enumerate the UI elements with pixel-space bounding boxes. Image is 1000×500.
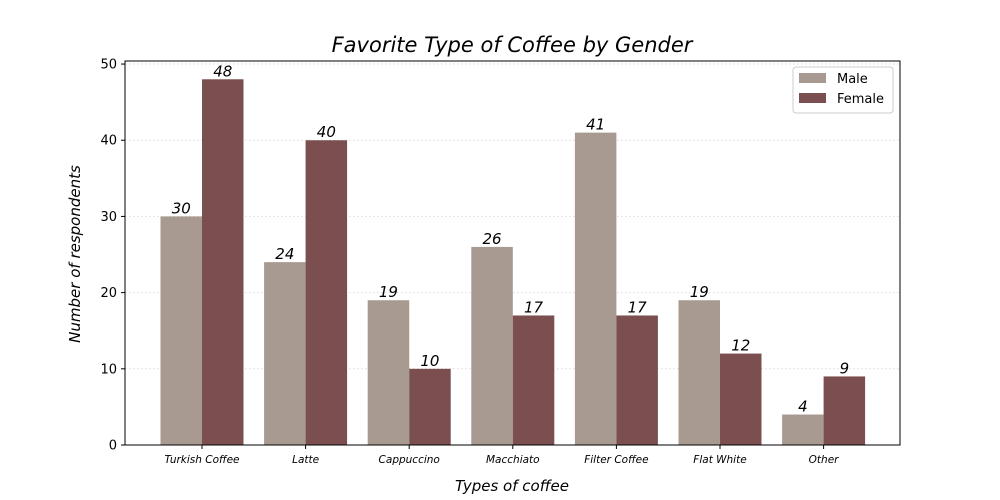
chart-title: Favorite Type of Coffee by Gender [332,33,694,57]
bar-value-label: 10 [420,352,439,370]
y-tick-label: 0 [109,439,117,454]
y-tick-label: 50 [100,58,117,73]
y-tick-label: 40 [100,134,117,149]
legend-swatch-female [799,93,826,103]
bar-value-label: 40 [317,123,336,141]
x-tick-label: Flat White [693,454,746,466]
bar-value-label: 12 [731,337,750,355]
bar-male-6 [782,414,824,445]
y-axis-label: Number of respondents [66,165,84,343]
bar-value-label: 24 [275,245,294,263]
legend-label-male: Male [837,72,868,87]
bar-female-4 [616,315,658,445]
x-tick-label: Macchiato [486,454,540,466]
bar-labels: 30 24 19 26 41 19 4 48 40 10 17 17 12 9 [172,62,849,415]
x-tick-label: Latte [292,454,319,466]
bar-male-4 [574,132,617,445]
bar-male-5 [678,300,720,445]
gridlines [125,63,900,370]
y-tick-label: 10 [100,362,117,377]
y-axis-ticks: 0 10 20 30 40 50 [100,58,125,454]
bar-female-3 [512,315,555,445]
x-tick-label: Filter Coffee [584,454,648,466]
bar-male-0 [160,216,202,445]
bar-value-label: 9 [840,359,850,377]
bar-value-label: 17 [524,298,544,316]
bar-value-label: 30 [172,199,191,217]
bar-value-label: 19 [690,283,709,301]
y-tick-label: 30 [100,210,117,225]
bar-value-label: 19 [379,283,398,301]
bars [160,79,866,446]
bar-value-label: 26 [483,230,502,248]
legend-label-female: Female [837,92,884,107]
bar-value-label: 48 [213,62,232,80]
bar-value-label: 17 [628,298,648,316]
x-tick-label: Other [809,454,839,466]
bar-female-6 [823,376,866,445]
bar-male-3 [471,246,513,445]
bar-value-label: 41 [586,116,605,134]
bar-value-label: 4 [798,398,808,416]
x-axis-label: Types of coffee [455,477,569,495]
bar-female-0 [202,79,244,446]
bar-female-1 [305,140,348,445]
bar-male-2 [367,300,410,445]
legend: Male Female [792,66,894,114]
bar-male-1 [264,262,306,445]
bar-female-5 [720,353,762,445]
bar-female-2 [409,368,451,445]
legend-swatch-male [799,73,826,83]
x-axis-ticks: Turkish Coffee Latte Cappuccino Macchiato Fi… [164,445,839,466]
y-tick-label: 20 [100,286,117,301]
x-tick-label: Cappuccino [379,454,440,466]
x-tick-label: Turkish Coffee [164,454,239,466]
